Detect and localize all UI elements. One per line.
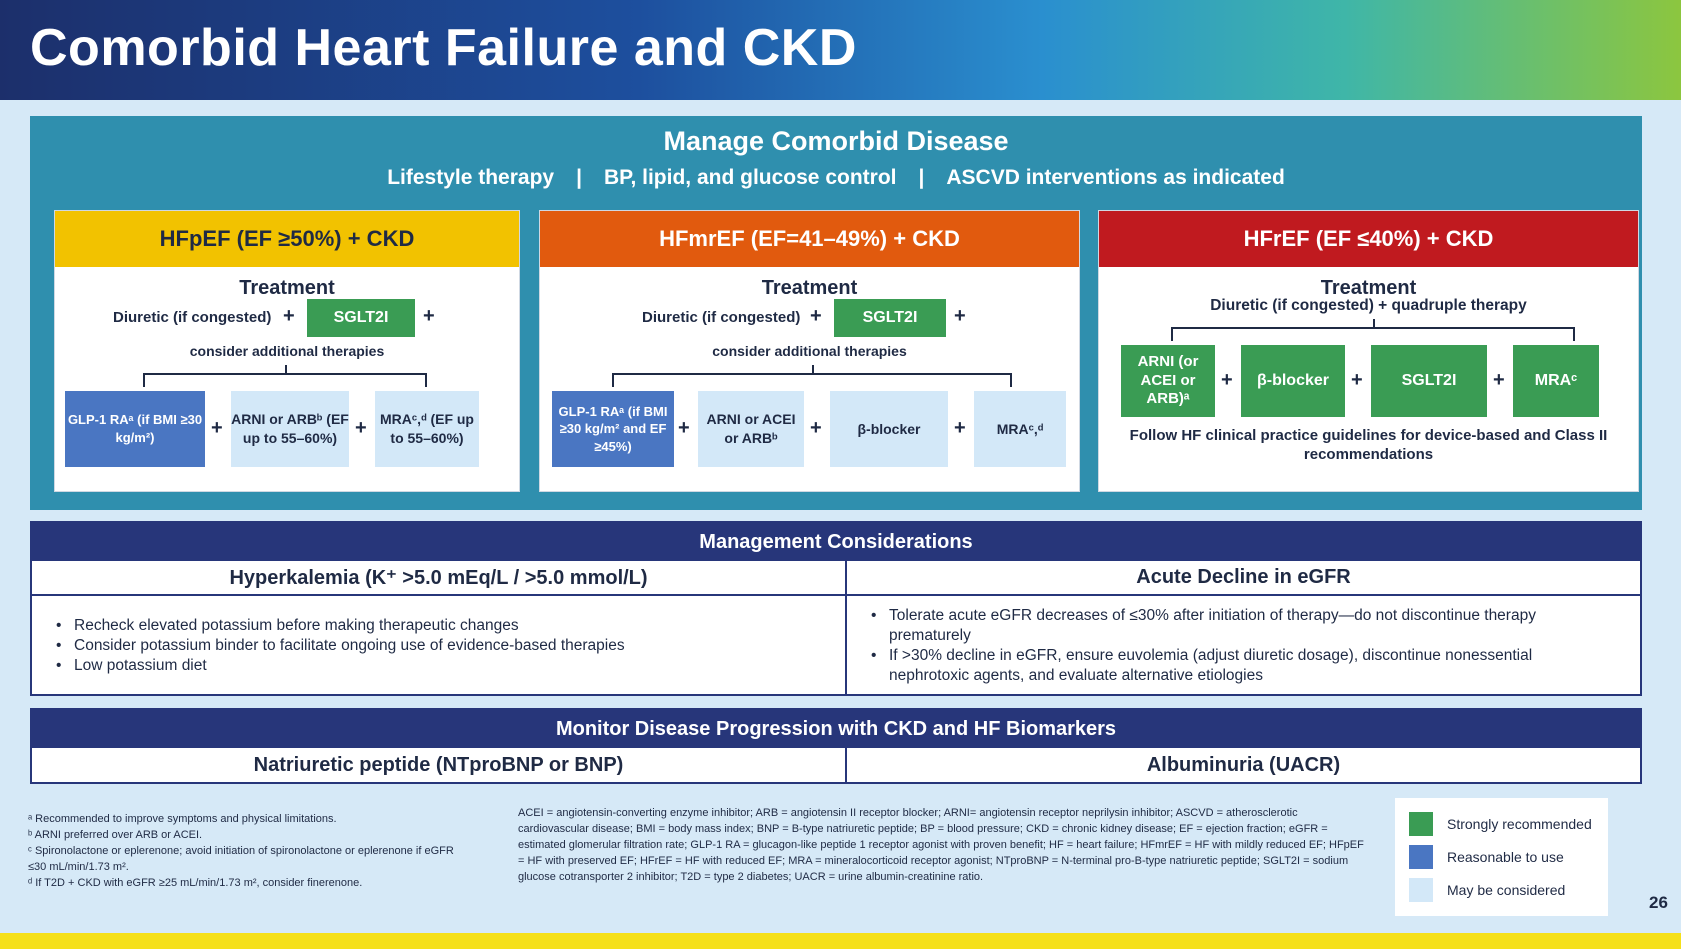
beta-blocker-box: β-blocker <box>1241 345 1345 417</box>
footnote-c: ᶜ Spironolactone or eplerenone; avoid in… <box>28 844 454 873</box>
abbreviations: ACEI = angiotensin-converting enzyme inh… <box>518 807 1364 883</box>
sglt2i-box: SGLT2I <box>307 299 415 337</box>
hfmref-panel: HFmrEF (EF=41–49%) + CKD Treatment Diure… <box>539 210 1080 492</box>
manage-items: Lifestyle therapy | BP, lipid, and glucose… <box>30 166 1642 190</box>
footnote-b: ᵇ ARNI preferred over ARB or ACEI. <box>28 828 203 841</box>
plus-sign: + <box>954 305 966 327</box>
manage-item-lifestyle: Lifestyle therapy <box>387 166 555 189</box>
hyperkalemia-list: Recheck elevated potassium before making… <box>32 596 845 677</box>
list-item: Tolerate acute eGFR decreases of ≤30% af… <box>867 606 1600 646</box>
manage-item-ascvd: ASCVD interventions as indicated <box>946 166 1285 189</box>
sglt2i-box: SGLT2I <box>834 299 946 337</box>
legend-swatch-green <box>1409 812 1433 836</box>
bracket-tick <box>812 365 814 375</box>
manage-comorbid-section: Manage Comorbid Disease Lifestyle therap… <box>30 116 1642 510</box>
hfpef-title: HFpEF (EF ≥50%) + CKD <box>55 211 519 267</box>
egfr-list: Tolerate acute eGFR decreases of ≤30% af… <box>847 596 1640 687</box>
legend-item: Strongly recommended <box>1409 812 1592 836</box>
consider-label: consider additional therapies <box>712 343 907 359</box>
plus-sign: + <box>283 305 295 327</box>
plus-sign: + <box>678 417 690 439</box>
diuretic-label: Diuretic (if congested) <box>642 309 801 326</box>
manage-item-control: BP, lipid, and glucose control <box>604 166 897 189</box>
hfref-title: HFrEF (EF ≤40%) + CKD <box>1099 211 1638 267</box>
plus-sign: + <box>810 417 822 439</box>
arni-acei-arb-box: ARNI or ACEI or ARBᵇ <box>698 391 804 467</box>
separator: | <box>576 166 582 189</box>
consider-label: consider additional therapies <box>189 343 385 359</box>
mra-box: MRAᶜ,ᵈ (EF up to 55–60%) <box>375 391 479 467</box>
plus-sign: + <box>355 417 367 439</box>
bracket-tick <box>1010 373 1012 387</box>
monitor-section: Monitor Disease Progression with CKD and… <box>30 708 1642 784</box>
hyperkalemia-title: Hyperkalemia (K⁺ >5.0 mEq/L / >5.0 mmol/… <box>32 561 845 596</box>
legend-swatch-blue <box>1409 845 1433 869</box>
glp1-box: GLP-1 RAᵃ (if BMI ≥30 kg/m²) <box>65 391 205 467</box>
plus-sign: + <box>1351 369 1363 391</box>
legend-item: May be considered <box>1409 878 1565 902</box>
mra-box: MRAᶜ,ᵈ <box>974 391 1066 467</box>
mra-box: MRAᶜ <box>1513 345 1599 417</box>
treatment-label: Treatment <box>761 277 858 299</box>
footnote-d: ᵈ If T2D + CKD with eGFR ≥25 mL/min/1.73… <box>28 876 363 889</box>
beta-blocker-box: β-blocker <box>830 391 948 467</box>
legend-label: Reasonable to use <box>1447 849 1564 865</box>
follow-guidelines-note: Follow HF clinical practice guidelines f… <box>1129 427 1608 463</box>
albuminuria: Albuminuria (UACR) <box>1146 753 1341 776</box>
management-considerations: Management Considerations Hyperkalemia (… <box>30 521 1642 696</box>
monitor-title: Monitor Disease Progression with CKD and… <box>32 710 1640 748</box>
egfr-title: Acute Decline in eGFR <box>847 561 1640 596</box>
treatment-label: Treatment <box>1320 277 1417 299</box>
natriuretic-peptide: Natriuretic peptide (NTproBNP or BNP) <box>32 748 847 782</box>
bracket-tick <box>1171 327 1173 341</box>
plus-sign: + <box>1221 369 1233 391</box>
title-banner: Comorbid Heart Failure and CKD <box>0 0 1681 100</box>
glp1-box: GLP-1 RAᵃ (if BMI ≥30 kg/m² and EF ≥45%) <box>552 391 674 467</box>
bracket-tick <box>612 373 614 387</box>
legend-item: Reasonable to use <box>1409 845 1564 869</box>
hfmref-title: HFmrEF (EF=41–49%) + CKD <box>540 211 1079 267</box>
list-item: If >30% decline in eGFR, ensure euvolemi… <box>867 646 1600 686</box>
legend-swatch-lightblue <box>1409 878 1433 902</box>
manage-title: Manage Comorbid Disease <box>663 126 1009 156</box>
legend-label: May be considered <box>1447 882 1566 898</box>
egfr-column: Acute Decline in eGFR Tolerate acute eGF… <box>847 561 1640 694</box>
bottom-accent-bar <box>0 933 1681 949</box>
bracket-tick <box>1573 327 1575 341</box>
diuretic-label: Diuretic (if congested) <box>113 309 272 326</box>
page-title: Comorbid Heart Failure and CKD <box>30 19 857 77</box>
bracket-tick <box>425 373 427 387</box>
hyperkalemia-column: Hyperkalemia (K⁺ >5.0 mEq/L / >5.0 mmol/… <box>32 561 847 694</box>
arni-acei-arb-box: ARNI (or ACEI or ARB)ᵃ <box>1121 345 1215 417</box>
bracket-tick <box>1373 319 1375 329</box>
list-item: Recheck elevated potassium before making… <box>52 616 845 636</box>
page-number: 26 <box>1649 893 1668 912</box>
diuretic-quadruple-label: Diuretic (if congested) + quadruple ther… <box>1210 297 1527 314</box>
plus-sign: + <box>423 305 435 327</box>
bracket-tick <box>143 373 145 387</box>
hfref-panel: HFrEF (EF ≤40%) + CKD Treatment Diuretic… <box>1098 210 1639 492</box>
list-item: Consider potassium binder to facilitate … <box>52 636 845 656</box>
plus-sign: + <box>211 417 223 439</box>
hfpef-panel: HFpEF (EF ≥50%) + CKD Treatment Diuretic… <box>54 210 520 492</box>
plus-sign: + <box>810 305 822 327</box>
sglt2i-box: SGLT2I <box>1371 345 1487 417</box>
treatment-label: Treatment <box>239 277 335 299</box>
legend: Strongly recommended Reasonable to use M… <box>1395 798 1608 916</box>
plus-sign: + <box>954 417 966 439</box>
plus-sign: + <box>1493 369 1505 391</box>
footnotes: ᵃ Recommended to improve symptoms and ph… <box>28 812 458 892</box>
legend-label: Strongly recommended <box>1447 816 1592 832</box>
list-item: Low potassium diet <box>52 656 845 676</box>
footnote-a: ᵃ Recommended to improve symptoms and ph… <box>28 813 337 825</box>
management-title: Management Considerations <box>32 523 1640 561</box>
separator: | <box>918 166 925 189</box>
arni-arb-box: ARNI or ARBᵇ (EF up to 55–60%) <box>231 391 349 467</box>
bracket-tick <box>285 365 287 375</box>
